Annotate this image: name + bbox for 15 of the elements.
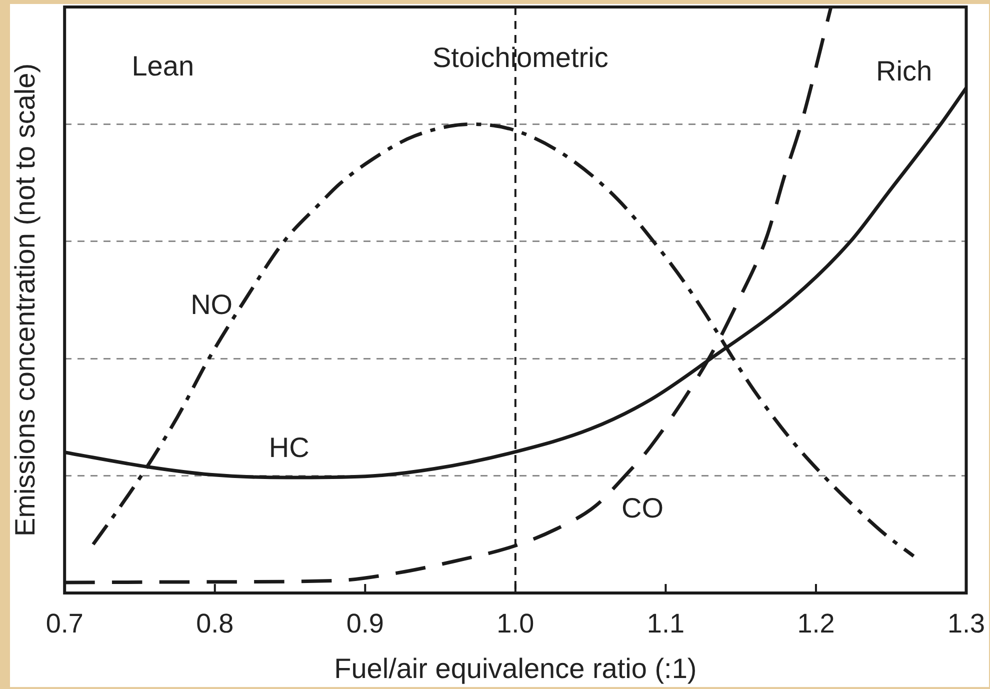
x-tick-label: 0.9 xyxy=(346,608,384,639)
x-tick-label: 0.7 xyxy=(46,608,84,639)
series-label: HC xyxy=(268,432,310,464)
x-tick-label: 1.0 xyxy=(496,608,534,639)
annotation: Lean xyxy=(132,50,194,82)
x-tick-label: 0.8 xyxy=(196,608,234,639)
annotation: Rich xyxy=(876,55,932,86)
ref-line-label: Stoichiometric xyxy=(432,42,608,73)
x-tick-label: 1.2 xyxy=(797,608,835,639)
x-tick-label: 1.1 xyxy=(646,608,684,639)
series-label: CO xyxy=(622,492,664,524)
x-axis-title: Fuel/air equivalence ratio (:1) xyxy=(334,652,697,684)
series-label: NO xyxy=(190,289,233,320)
x-tick-label: 1.3 xyxy=(947,608,986,639)
y-axis-title: Emissions concentration (not to scale) xyxy=(10,63,41,537)
